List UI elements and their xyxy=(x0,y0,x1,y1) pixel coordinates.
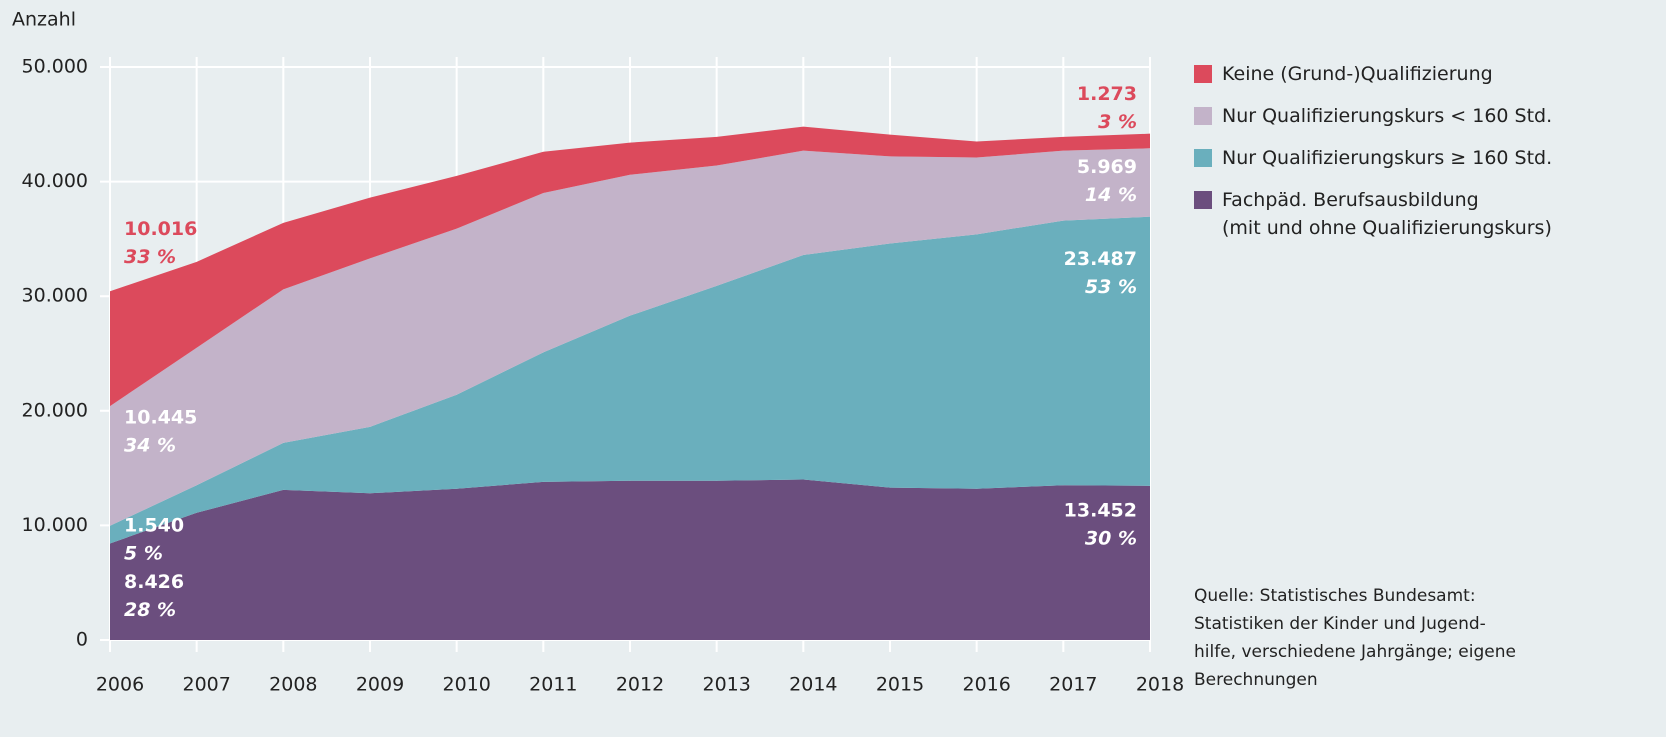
data-label: 1.273 xyxy=(1077,83,1137,105)
data-label: 10.445 xyxy=(124,407,197,429)
y-tick-label: 10.000 xyxy=(22,514,88,536)
x-tick-label: 2017 xyxy=(1049,674,1097,696)
y-tick-label: 50.000 xyxy=(22,56,88,78)
x-tick-label: 2008 xyxy=(269,674,317,696)
area xyxy=(110,126,1150,407)
legend-label: Nur Qualifizierungskurs < 160 Std. xyxy=(1222,105,1553,127)
percent-label: 34 % xyxy=(124,435,176,457)
legend-swatch xyxy=(1194,149,1212,167)
y-tick-label: 40.000 xyxy=(22,170,88,192)
legend-label: Keine (Grund-)Qualifizierung xyxy=(1222,63,1493,85)
x-tick-label: 2014 xyxy=(789,674,837,696)
legend: Keine (Grund-)Qualifizierung Nur Qualifiz… xyxy=(1194,60,1552,256)
data-label: 8.426 xyxy=(124,571,184,593)
y-tick-label: 20.000 xyxy=(22,399,88,421)
legend-label: Fachpäd. Berufsausbildung (mit und ohne … xyxy=(1222,189,1552,239)
percent-label: 3 % xyxy=(1098,111,1137,133)
x-tick-label: 2009 xyxy=(356,674,404,696)
percent-label: 14 % xyxy=(1085,184,1137,206)
y-tick-label: 30.000 xyxy=(22,285,88,307)
area xyxy=(110,148,1150,526)
y-tick-label: 0 xyxy=(76,629,88,651)
legend-label: Nur Qualifizierungskurs ≥ 160 Std. xyxy=(1222,147,1553,169)
area xyxy=(110,479,1150,640)
x-tick-label: 2011 xyxy=(529,674,577,696)
legend-item: Nur Qualifizierungskurs ≥ 160 Std. xyxy=(1194,144,1552,172)
x-tick-label: 2010 xyxy=(442,674,490,696)
data-label: 1.540 xyxy=(124,514,184,536)
percent-label: 30 % xyxy=(1085,527,1137,549)
legend-item: Keine (Grund-)Qualifizierung xyxy=(1194,60,1552,88)
legend-swatch xyxy=(1194,107,1212,125)
percent-label: 53 % xyxy=(1085,276,1137,298)
x-tick-label: 2006 xyxy=(96,674,144,696)
x-tick-label: 2012 xyxy=(616,674,664,696)
x-tick-label: 2015 xyxy=(876,674,924,696)
x-tick-label: 2018 xyxy=(1136,674,1184,696)
source-note: Quelle: Statistisches Bundesamt: Statist… xyxy=(1194,586,1516,690)
y-axis-label: Anzahl xyxy=(12,9,76,31)
legend-item: Nur Qualifizierungskurs < 160 Std. xyxy=(1194,102,1552,130)
legend-item: Fachpäd. Berufsausbildung (mit und ohne … xyxy=(1194,186,1552,242)
percent-label: 28 % xyxy=(124,599,176,621)
x-tick-label: 2013 xyxy=(702,674,750,696)
areas xyxy=(110,126,1150,640)
legend-swatch xyxy=(1194,191,1212,209)
data-label: 23.487 xyxy=(1064,248,1137,270)
x-tick-label: 2016 xyxy=(962,674,1010,696)
data-label: 5.969 xyxy=(1077,156,1137,178)
x-tick-label: 2007 xyxy=(182,674,230,696)
percent-label: 33 % xyxy=(124,246,176,268)
data-label: 13.452 xyxy=(1064,499,1137,521)
percent-label: 5 % xyxy=(124,542,163,564)
data-label: 10.016 xyxy=(124,218,197,240)
area xyxy=(110,216,1150,544)
legend-swatch xyxy=(1194,65,1212,83)
